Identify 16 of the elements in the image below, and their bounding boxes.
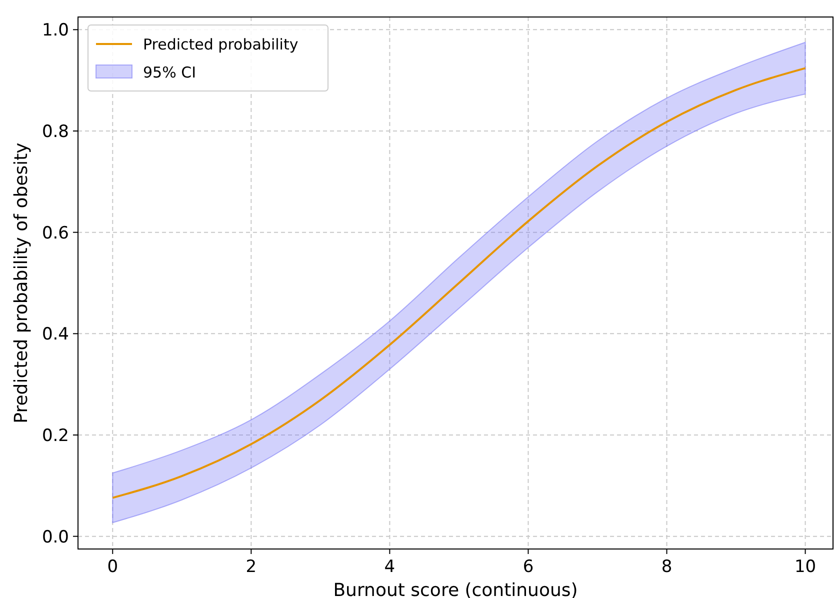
x-tick-label: 10 [794,557,816,577]
x-axis-title: Burnout score (continuous) [333,580,578,598]
y-tick-label: 0.2 [42,426,69,446]
x-tick-label: 2 [246,557,257,577]
y-axis-title: Predicted probability of obesity [11,142,32,424]
legend-label: Predicted probability [143,35,298,54]
x-tick-label: 4 [384,557,396,577]
y-tick-label: 0.4 [42,324,69,345]
annotation: 95% CI [143,63,196,82]
y-tick-label: 0.8 [42,122,69,142]
y-tick-label: 1.0 [42,20,69,41]
x-tick-label: 0 [107,557,118,577]
x-tick-label: 6 [522,557,534,577]
x-tick-label: 8 [661,557,672,577]
y-tick-label: 0.0 [42,527,69,548]
y-tick-label: 0.6 [42,223,69,244]
